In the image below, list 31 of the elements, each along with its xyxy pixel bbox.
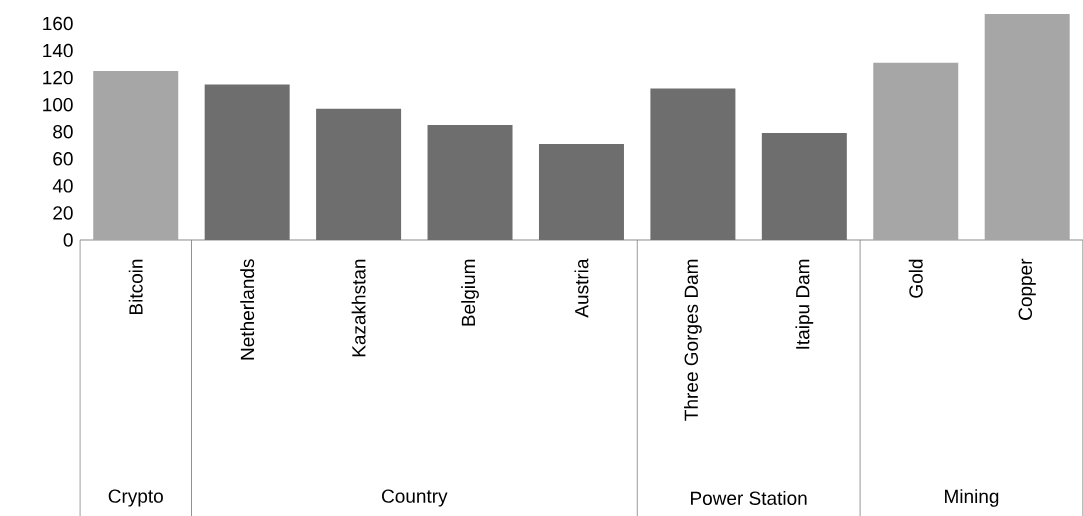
y-tick-label: 40 <box>52 179 73 193</box>
text: Power Station <box>691 491 807 505</box>
y-tick-label: 120 <box>43 70 73 85</box>
x-tick-label: Netherlands <box>240 259 255 360</box>
bar <box>538 143 624 240</box>
bar <box>761 133 847 240</box>
y-tick-label: 80 <box>53 125 73 139</box>
x-tick-label: Austria <box>574 258 589 318</box>
y-tick-label: 0 <box>63 233 73 247</box>
bar <box>316 108 402 240</box>
bar <box>650 88 736 240</box>
x-tick-label: Copper <box>1018 258 1036 320</box>
y-tick-label: 160 <box>43 16 73 31</box>
bar <box>984 14 1070 240</box>
bar <box>204 84 290 240</box>
bar <box>93 70 179 240</box>
x-tick-label: Itaipu Dam <box>795 259 814 349</box>
x-tick-label: Gold <box>908 259 923 298</box>
bar <box>427 124 513 240</box>
y-tick-label: 100 <box>43 97 73 112</box>
y-tick-label: 60 <box>53 152 73 166</box>
x-tick-label: Kazakhstan <box>351 259 366 357</box>
text: Mining <box>945 489 999 507</box>
x-tick-label: Bitcoin <box>128 259 143 314</box>
x-tick-label: Three Gorges Dam <box>684 259 702 421</box>
x-tick-label: Belgium <box>461 259 479 326</box>
bar <box>873 62 959 240</box>
text: Crypto <box>108 489 163 507</box>
y-tick-label: 20 <box>53 206 73 220</box>
text: Country <box>382 489 448 507</box>
y-tick-label: 140 <box>43 43 73 58</box>
